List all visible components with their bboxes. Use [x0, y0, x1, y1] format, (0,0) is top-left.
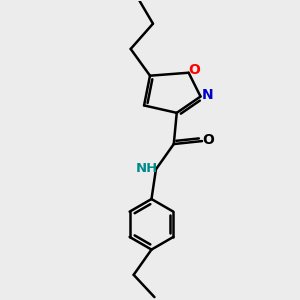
- Text: O: O: [188, 63, 200, 77]
- Text: O: O: [202, 133, 214, 147]
- Text: NH: NH: [136, 162, 158, 175]
- Text: N: N: [201, 88, 213, 102]
